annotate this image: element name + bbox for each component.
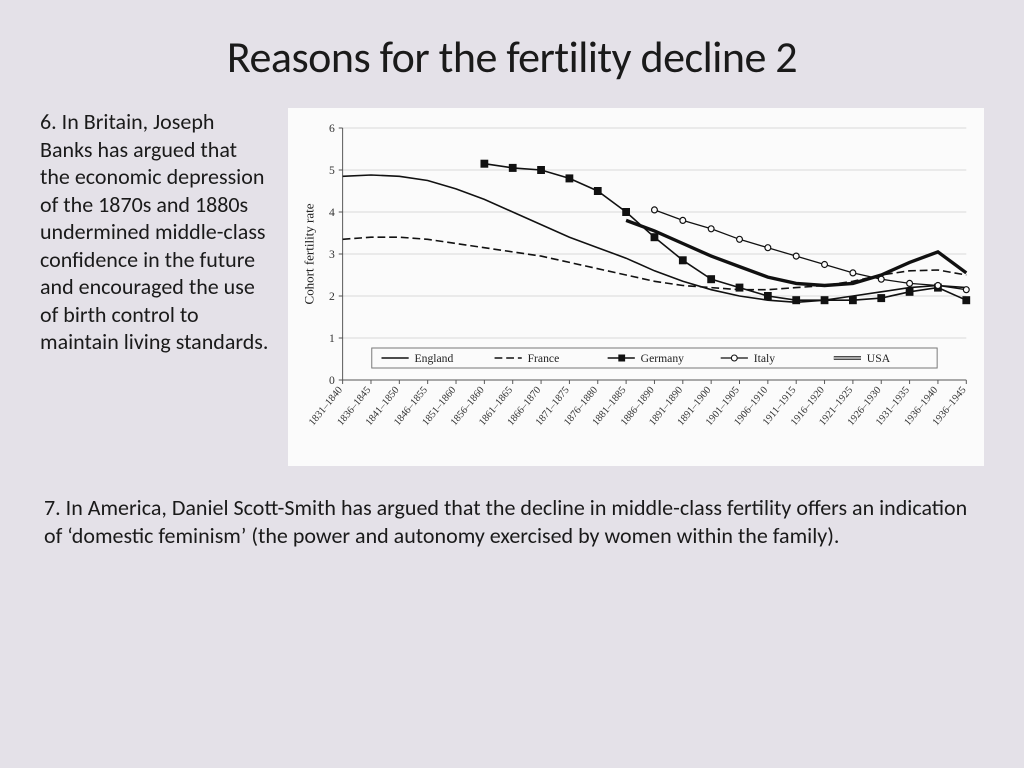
svg-text:2: 2 — [329, 289, 335, 303]
svg-text:3: 3 — [329, 247, 335, 261]
svg-text:1: 1 — [329, 331, 335, 345]
svg-text:Germany: Germany — [641, 351, 684, 365]
svg-text:5: 5 — [329, 163, 335, 177]
svg-text:0: 0 — [329, 373, 335, 387]
slide: Reasons for the fertility decline 2 6. I… — [0, 0, 1024, 768]
paragraph-6: 6. In Britain, Joseph Banks has argued t… — [40, 108, 270, 356]
middle-row: 6. In Britain, Joseph Banks has argued t… — [40, 108, 984, 466]
svg-text:4: 4 — [329, 205, 335, 219]
svg-text:Italy: Italy — [754, 351, 775, 365]
svg-text:England: England — [415, 351, 454, 365]
fertility-line-chart: 0123456Cohort fertility rate1831–1840183… — [296, 118, 976, 458]
svg-text:France: France — [528, 351, 560, 365]
slide-title: Reasons for the fertility decline 2 — [40, 30, 984, 84]
chart-container: 0123456Cohort fertility rate1831–1840183… — [288, 108, 984, 466]
svg-text:USA: USA — [867, 351, 891, 365]
svg-text:Cohort fertility rate: Cohort fertility rate — [303, 203, 317, 304]
paragraph-7: 7. In America, Daniel Scott-Smith has ar… — [40, 494, 984, 549]
svg-text:6: 6 — [329, 121, 335, 135]
